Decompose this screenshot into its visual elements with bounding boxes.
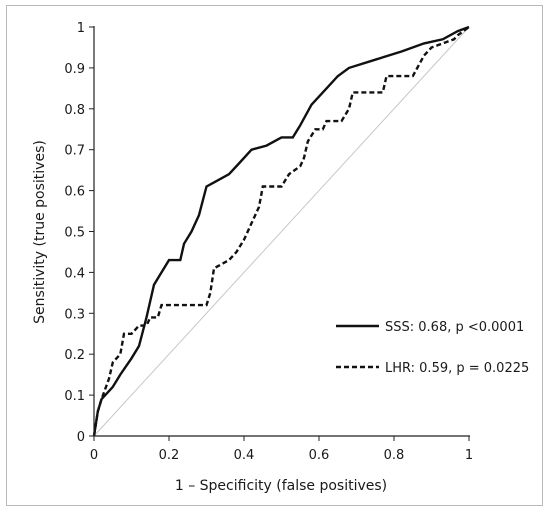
- y-tick-label: 1: [77, 21, 85, 36]
- x-tick-label: 0.2: [159, 448, 180, 463]
- reference-diagonal-layer: [93, 26, 470, 437]
- x-tick-label: 0.6: [309, 448, 330, 463]
- reference-diagonal: [93, 26, 470, 437]
- series-line-sss: [92, 25, 470, 437]
- y-tick-label: 0.1: [64, 389, 85, 404]
- tick-label-layer: 0 0.2 0.4 0.6 0.8 1 0 0.1 0.2 0.3 0.4 0.5 0.6 0.7 0.8 0…: [64, 21, 473, 463]
- y-tick-label: 0.3: [64, 307, 85, 322]
- x-tick-label: 1: [465, 448, 473, 463]
- y-tick-label: 0.7: [64, 144, 85, 159]
- series-layer: [92, 25, 470, 437]
- x-tick-label: 0.8: [384, 448, 405, 463]
- legend: SSS: 0.68, p <0.0001 LHR: 0.59, p = 0.02…: [336, 320, 529, 376]
- x-axis-title: 1 – Specificity (false positives): [175, 478, 387, 494]
- y-tick-label: 0.5: [64, 226, 85, 241]
- y-tick-label: 0.6: [64, 185, 85, 200]
- y-tick-label: 0.4: [64, 266, 85, 281]
- legend-label-lhr: LHR: 0.59, p = 0.0225: [385, 361, 529, 376]
- x-tick-label: 0: [90, 448, 98, 463]
- y-axis-title: Sensitivity (true positives): [32, 140, 48, 324]
- y-tick-label: 0: [77, 430, 85, 445]
- y-tick-label: 0.2: [64, 348, 85, 363]
- y-tick-label: 0.9: [64, 62, 85, 77]
- y-tick-label: 0.8: [64, 103, 85, 118]
- series-line-lhr: [92, 26, 470, 437]
- legend-label-sss: SSS: 0.68, p <0.0001: [385, 320, 524, 335]
- axes-layer: [89, 26, 470, 441]
- x-tick-label: 0.4: [234, 448, 255, 463]
